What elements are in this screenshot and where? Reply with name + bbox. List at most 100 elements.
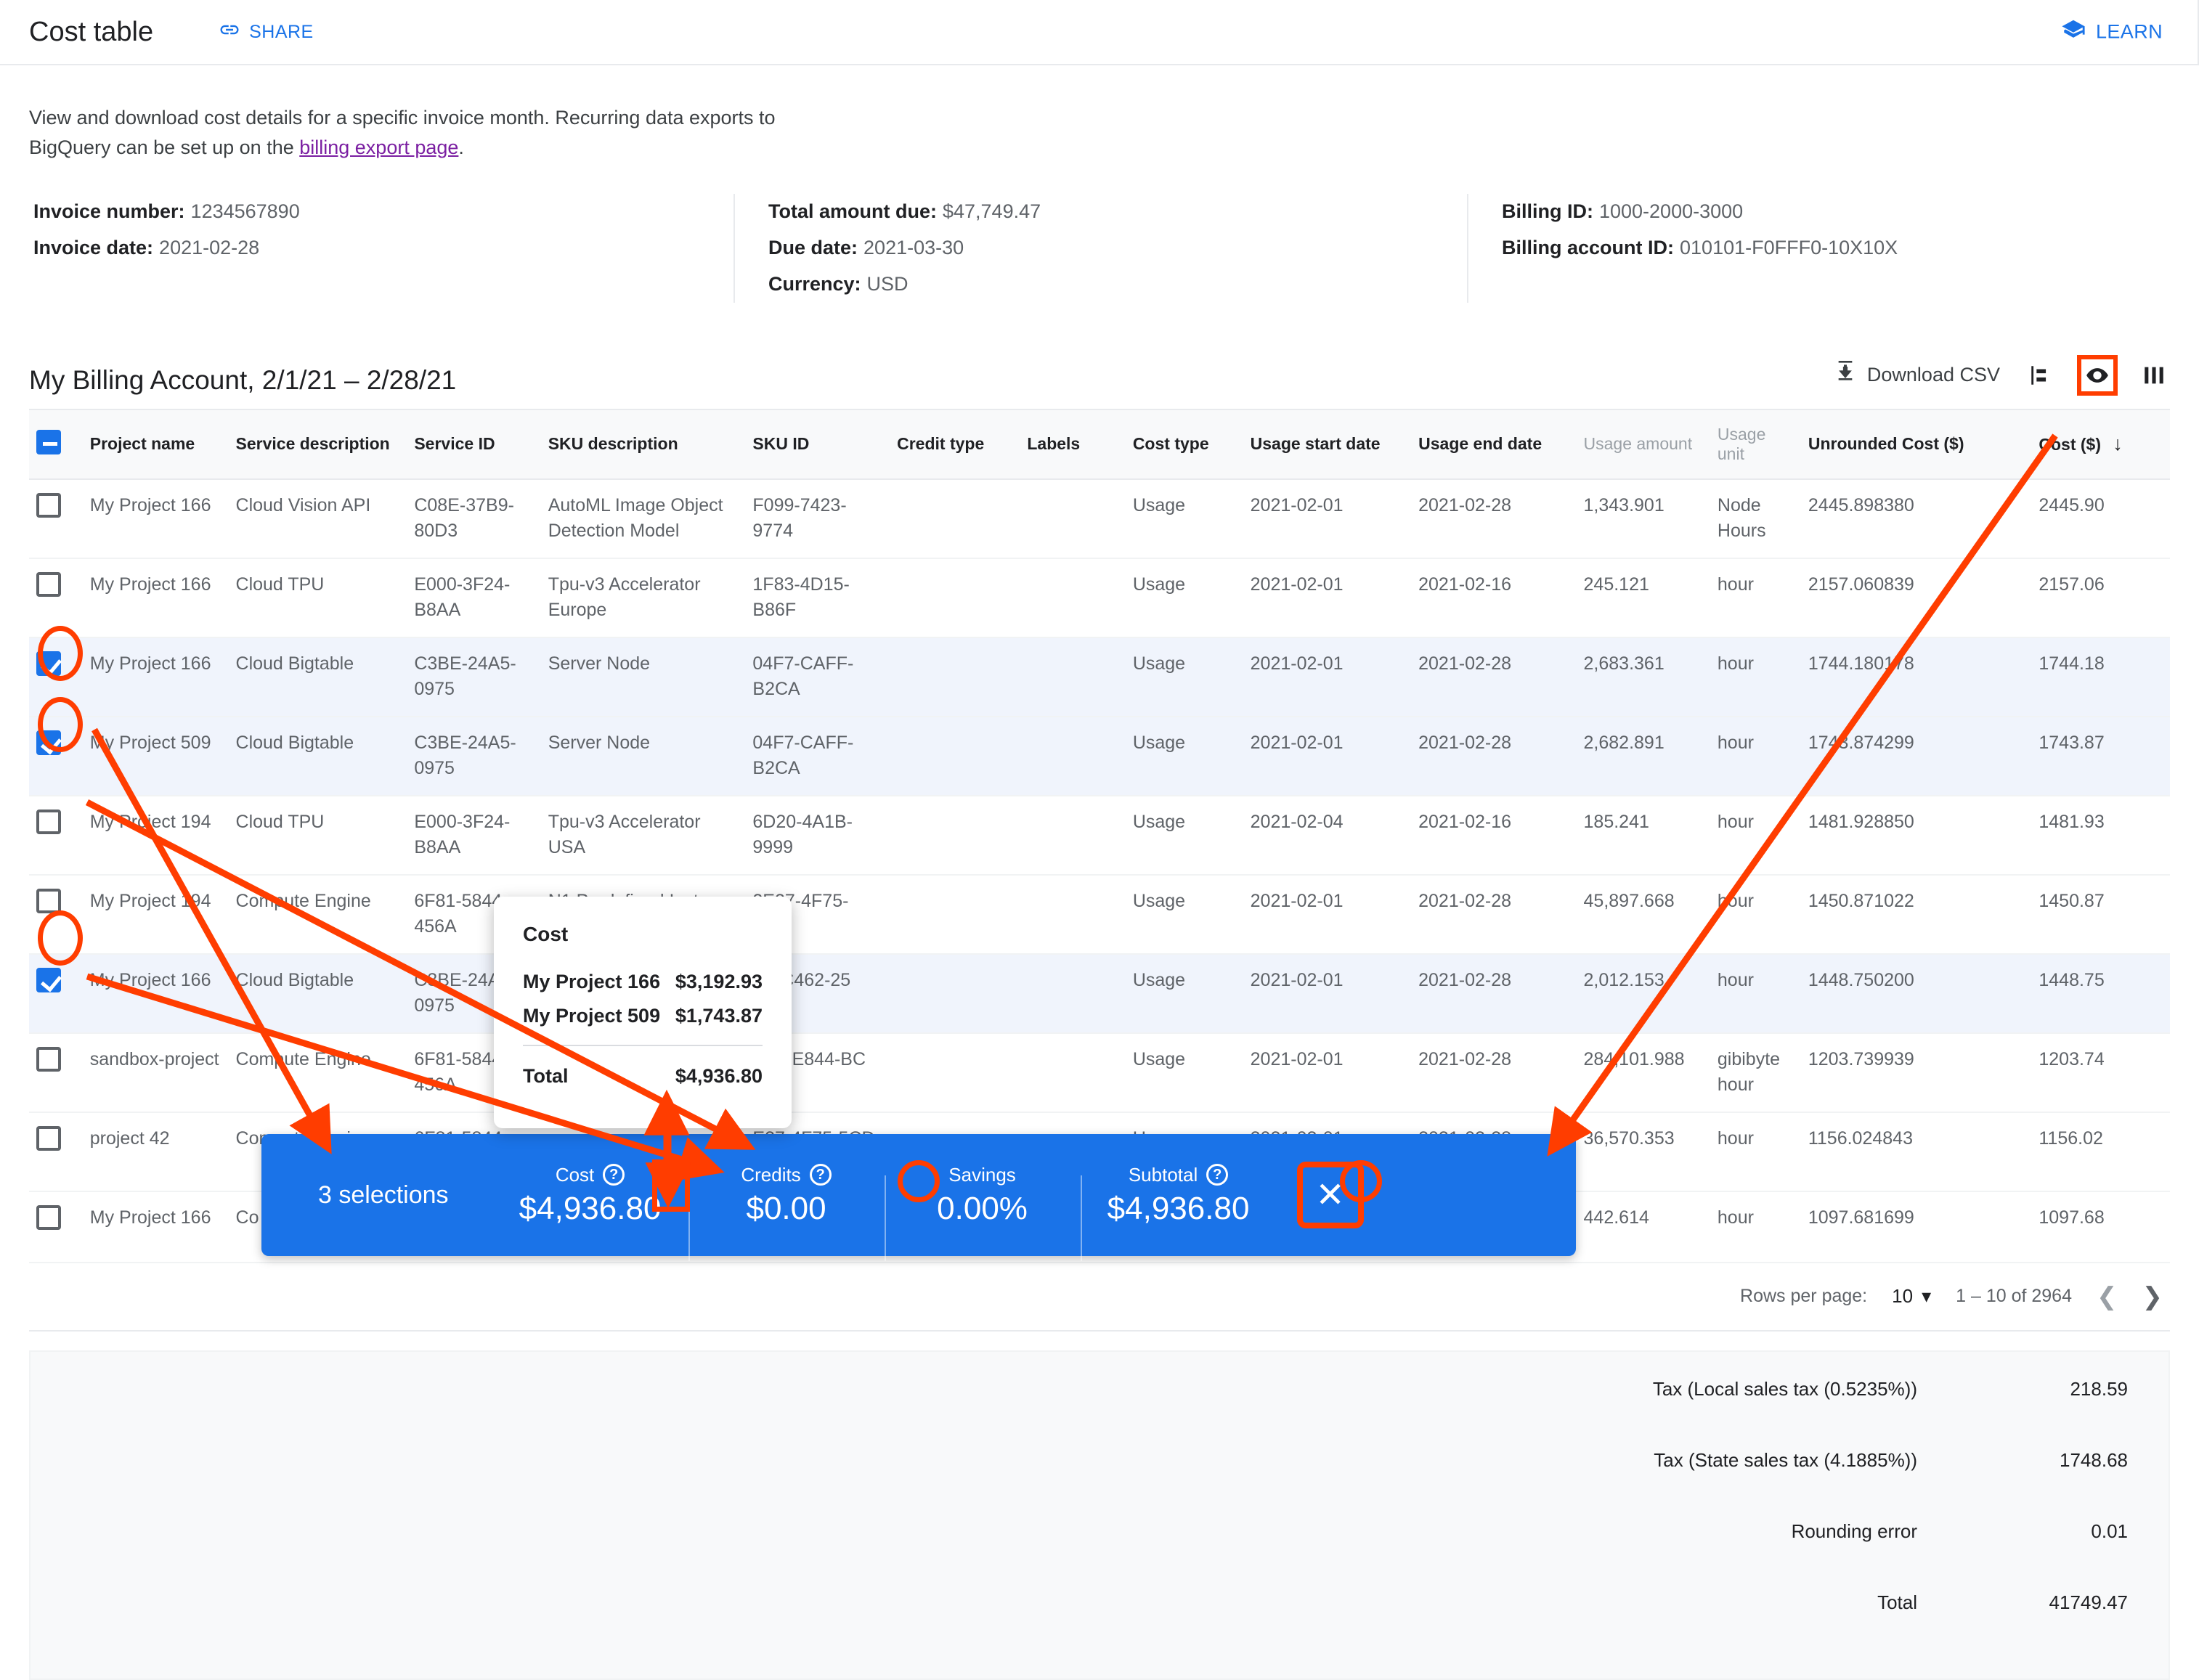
cell-usage-amount: 442.614 — [1576, 1191, 1710, 1263]
row-checkbox[interactable] — [36, 492, 61, 518]
row-checkbox[interactable] — [36, 809, 61, 834]
cell-usage-end-date: 2021-02-28 — [1411, 716, 1577, 796]
column-header-credit-type[interactable]: Credit type — [890, 409, 1020, 480]
column-header-project-name[interactable]: Project name — [82, 409, 229, 480]
cell-usage-start-date: 2021-02-01 — [1243, 558, 1412, 638]
cell-cost: 1450.87 — [2031, 874, 2170, 955]
credits-help-highlight-ring — [898, 1160, 940, 1202]
share-button[interactable]: SHARE — [219, 19, 314, 46]
page-description: View and download cost details for a spe… — [29, 103, 777, 162]
cell-sku-description: Tpu-v3 Accelerator Europe — [540, 558, 746, 638]
invoice-date-value: 2021-02-28 — [159, 236, 260, 258]
invoice-number-label: Invoice number: — [33, 200, 185, 222]
table-row[interactable]: My Project 194 Compute Engine 6F81-5844-45… — [29, 874, 2170, 955]
row-checkbox[interactable] — [36, 1046, 61, 1072]
invoice-date-label: Invoice date: — [33, 236, 154, 258]
invoice-info-column-2: Total amount due: $47,749.47 Due date: 202… — [733, 194, 1467, 303]
row-checkbox-cell[interactable] — [29, 795, 83, 876]
column-header-service-id[interactable]: Service ID — [407, 409, 541, 480]
close-selection-bar-button[interactable]: ✕ — [1296, 1162, 1364, 1228]
tooltip-title: Cost — [523, 923, 569, 945]
row-checkbox-cell[interactable] — [29, 1191, 83, 1263]
column-header-unrounded-cost[interactable]: Unrounded Cost ($) — [1800, 409, 2032, 480]
cell-project-name: project 42 — [82, 1112, 229, 1192]
cell-usage-amount: 2,012.153 — [1576, 953, 1710, 1034]
row-checkbox[interactable] — [36, 888, 61, 913]
column-header-sku-id[interactable]: SKU ID — [745, 409, 890, 480]
table-row[interactable]: My Project 194 Cloud TPU E000-3F24-B8AA Tpu… — [29, 795, 2170, 876]
cell-credit-type — [890, 874, 1020, 955]
cell-usage-end-date: 2021-02-28 — [1411, 478, 1577, 559]
column-header-service-description[interactable]: Service description — [228, 409, 407, 480]
column-header-usage-unit[interactable]: Usage unit — [1710, 409, 1801, 480]
table-row[interactable]: My Project 166 Cloud Vision API C08E-37B9-… — [29, 478, 2170, 559]
totals-row-label: Rounding error — [1791, 1520, 1917, 1542]
learn-button[interactable]: LEARN — [2061, 17, 2163, 47]
previous-page-button[interactable]: ❮ — [2097, 1282, 2118, 1310]
table-row[interactable]: My Project 166 Cloud TPU E000-3F24-B8AA Tpu… — [29, 558, 2170, 638]
row-checkbox[interactable] — [36, 967, 61, 992]
selection-metric-credits-label: Credits — [741, 1163, 801, 1186]
group-by-icon[interactable] — [2025, 359, 2057, 391]
column-header-usage-amount[interactable]: Usage amount — [1576, 409, 1710, 480]
cell-cost: 1743.87 — [2031, 716, 2170, 796]
column-header-cost-type[interactable]: Cost type — [1125, 409, 1243, 480]
totals-row: Tax (State sales tax (4.1885%)) 1748.68 — [71, 1443, 2128, 1514]
selection-metric-subtotal-label-row: Subtotal ? — [1091, 1164, 1267, 1186]
tooltip-total-value: $4,936.80 — [675, 1065, 763, 1087]
cell-cost: 1097.68 — [2031, 1191, 2170, 1263]
next-page-button[interactable]: ❯ — [2142, 1282, 2163, 1310]
cell-usage-amount: 1,343.901 — [1576, 478, 1710, 559]
cell-usage-unit: hour — [1710, 953, 1801, 1034]
cell-sku-description: Tpu-v3 Accelerator USA — [540, 795, 746, 876]
selection-metric-savings-value: 0.00% — [937, 1190, 1028, 1226]
column-header-usage-end-date[interactable]: Usage end date — [1411, 409, 1577, 480]
cell-usage-start-date: 2021-02-01 — [1243, 716, 1412, 796]
cell-usage-end-date: 2021-02-16 — [1411, 795, 1577, 876]
cell-usage-unit: Node Hours — [1710, 478, 1801, 559]
rows-per-page-select[interactable]: 10 ▾ — [1892, 1285, 1931, 1308]
columns-icon[interactable] — [2138, 359, 2170, 391]
cell-sku-id: 04F7-CAFF-B2CA — [745, 716, 890, 796]
row-checkbox-cell[interactable] — [29, 953, 83, 1034]
totals-row-label: Tax (State sales tax (4.1885%)) — [1654, 1448, 1917, 1471]
row-checkbox-cell[interactable] — [29, 1112, 83, 1192]
row-checkbox[interactable] — [36, 1204, 61, 1230]
row-checkbox[interactable] — [36, 571, 61, 597]
cell-sku-description: AutoML Image Object Detection Model — [540, 478, 746, 559]
column-header-cost[interactable]: Cost ($) ↓ — [2031, 409, 2170, 480]
cell-project-name: My Project 166 — [82, 1191, 229, 1263]
row-checkbox-cell[interactable] — [29, 558, 83, 638]
cost-help-icon[interactable]: ? — [603, 1164, 625, 1186]
table-row[interactable]: My Project 166 Cloud Bigtable C3BE-24A5-09… — [29, 953, 2170, 1034]
cell-project-name: My Project 166 — [82, 953, 229, 1034]
row-checkbox-cell[interactable] — [29, 478, 83, 559]
select-all-checkbox[interactable] — [36, 429, 61, 454]
cell-usage-unit: hour — [1710, 795, 1801, 876]
credits-help-icon[interactable]: ? — [809, 1164, 832, 1186]
download-csv-button[interactable]: Download CSV — [1834, 361, 2000, 389]
cell-unrounded-cost: 1743.874299 — [1800, 716, 2032, 796]
column-header-labels[interactable]: Labels — [1020, 409, 1126, 480]
due-date-label: Due date: — [768, 236, 858, 258]
column-header-sku-description[interactable]: SKU description — [540, 409, 746, 480]
row-checkbox-cell[interactable] — [29, 1032, 83, 1113]
cell-cost: 1744.18 — [2031, 637, 2170, 717]
column-header-usage-start-date[interactable]: Usage start date — [1243, 409, 1412, 480]
billing-export-page-link[interactable]: billing export page — [299, 136, 459, 158]
table-row[interactable]: sandbox-project Compute Engine 6F81-5844-4… — [29, 1032, 2170, 1113]
row-checkbox[interactable] — [36, 1125, 61, 1151]
cell-credit-type — [890, 953, 1020, 1034]
table-row[interactable]: My Project 166 Cloud Bigtable C3BE-24A5-09… — [29, 637, 2170, 717]
cell-cost-type: Usage — [1125, 953, 1243, 1034]
select-all-cell[interactable] — [29, 409, 83, 480]
eye-icon[interactable] — [2077, 354, 2118, 396]
cell-service-description: Cloud Bigtable — [228, 953, 407, 1034]
tooltip-row: My Project 509 $1,743.87 — [523, 1005, 763, 1027]
cell-service-description: Cloud Bigtable — [228, 637, 407, 717]
cell-sku-id: F099-7423-9774 — [745, 478, 890, 559]
table-row[interactable]: My Project 509 Cloud Bigtable C3BE-24A5-09… — [29, 716, 2170, 796]
cost-breakdown-tooltip: Cost My Project 166 $3,192.93 My Project… — [494, 897, 792, 1128]
subtotal-help-icon[interactable]: ? — [1206, 1164, 1229, 1186]
graduation-cap-icon — [2061, 17, 2086, 47]
